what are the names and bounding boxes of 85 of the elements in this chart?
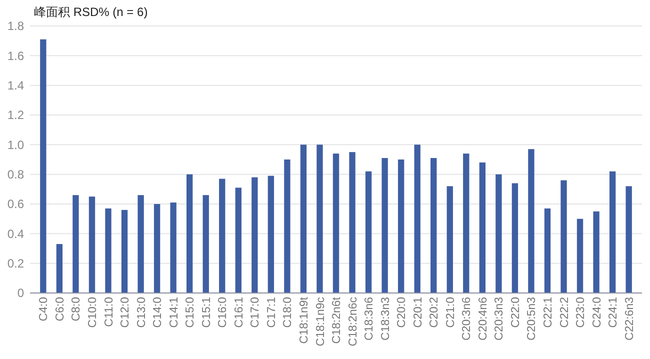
y-tick-label: 1.0 <box>7 138 24 152</box>
x-tick-label: C18:1n9t <box>298 296 310 344</box>
bar <box>576 218 584 293</box>
x-tick-label: C10:0 <box>87 297 100 328</box>
bar <box>544 208 551 293</box>
x-tick-label: C18:2n6c <box>347 296 360 346</box>
bar <box>72 195 79 293</box>
x-tick-label: C6:0 <box>54 297 66 322</box>
x-tick-label: C17:0 <box>250 297 262 328</box>
bar <box>365 171 372 293</box>
bar <box>414 144 420 293</box>
x-tick-label: C17:1 <box>266 297 278 328</box>
bar <box>268 176 274 293</box>
bar <box>382 158 388 293</box>
x-tick-label: C15:0 <box>184 297 197 328</box>
x-tick-label: C22:0 <box>510 297 522 328</box>
x-tick-label: C12:0 <box>120 297 132 328</box>
bar <box>463 154 470 293</box>
y-tick-label: 1.2 <box>7 108 24 122</box>
bar <box>284 160 290 293</box>
y-tick-label: 1.8 <box>7 19 24 34</box>
bar <box>202 195 209 293</box>
bar <box>88 196 96 293</box>
x-tick-label: C13:0 <box>136 297 148 328</box>
x-tick-label: C20:3n6 <box>461 297 474 340</box>
bar <box>105 208 112 293</box>
bar <box>316 144 323 293</box>
bar <box>252 177 258 293</box>
bar <box>512 183 518 293</box>
bar <box>300 144 307 293</box>
x-tick-label: C18:0 <box>282 297 294 328</box>
x-tick-label: C14:1 <box>168 297 180 328</box>
bar <box>235 188 242 293</box>
bar <box>349 152 356 293</box>
bar <box>138 195 144 293</box>
y-tick-label: 0.4 <box>7 226 24 241</box>
bar <box>430 158 437 293</box>
bar <box>609 171 616 293</box>
bar <box>593 211 600 293</box>
bar <box>332 154 340 293</box>
x-tick-label: C24:1 <box>608 297 620 328</box>
y-tick-label: 0.2 <box>7 256 24 271</box>
x-tick-label: C20:2 <box>428 297 441 328</box>
y-tick-label: 0 <box>17 286 24 300</box>
bar <box>121 210 128 293</box>
x-tick-label: C24:0 <box>591 297 604 328</box>
x-tick-label: C11:0 <box>103 297 116 327</box>
y-tick-label: 1.6 <box>7 48 24 63</box>
x-tick-label: C18:3n6 <box>364 297 376 340</box>
bar <box>479 162 486 293</box>
x-tick-label: C18:3n3 <box>380 297 392 340</box>
x-tick-label: C20:3n3 <box>494 297 506 340</box>
x-tick-label: C23:0 <box>575 297 588 328</box>
x-tick-label: C18:1n9c <box>314 296 327 346</box>
bar <box>626 186 632 293</box>
bar <box>219 178 226 293</box>
bar <box>170 202 176 293</box>
x-tick-label: C16:1 <box>233 297 246 328</box>
bar <box>528 149 534 293</box>
bar <box>40 39 46 293</box>
y-tick-label: 0.8 <box>7 168 24 182</box>
x-tick-label: C16:0 <box>217 297 230 328</box>
x-tick-label: C14:0 <box>152 297 164 328</box>
x-tick-label: C4:0 <box>38 297 50 322</box>
y-tick-label: 0.6 <box>7 197 24 212</box>
chart-title: 峰面积 RSD% (n = 6) <box>34 5 148 19</box>
bar <box>560 180 567 293</box>
bar <box>398 160 404 293</box>
y-tick-label: 1.4 <box>7 78 24 93</box>
bar <box>56 244 63 293</box>
x-tick-label: C22:6n3 <box>624 297 636 340</box>
x-tick-label: C22:1 <box>542 297 555 328</box>
x-tick-label: C20:4n6 <box>477 297 490 340</box>
x-tick-label: C15:1 <box>200 297 213 328</box>
bar <box>496 174 502 293</box>
x-tick-label: C20:0 <box>396 297 408 328</box>
bar <box>186 174 193 293</box>
bar <box>446 186 453 293</box>
x-tick-label: C20:5n3 <box>526 297 538 340</box>
x-tick-label: C8:0 <box>70 297 83 322</box>
x-tick-label: C18:2n6t <box>331 296 344 344</box>
x-tick-label: C22:2 <box>558 297 571 328</box>
bar <box>154 204 160 293</box>
x-tick-label: C20:1 <box>412 297 424 328</box>
x-tick-label: C21:0 <box>444 297 457 328</box>
